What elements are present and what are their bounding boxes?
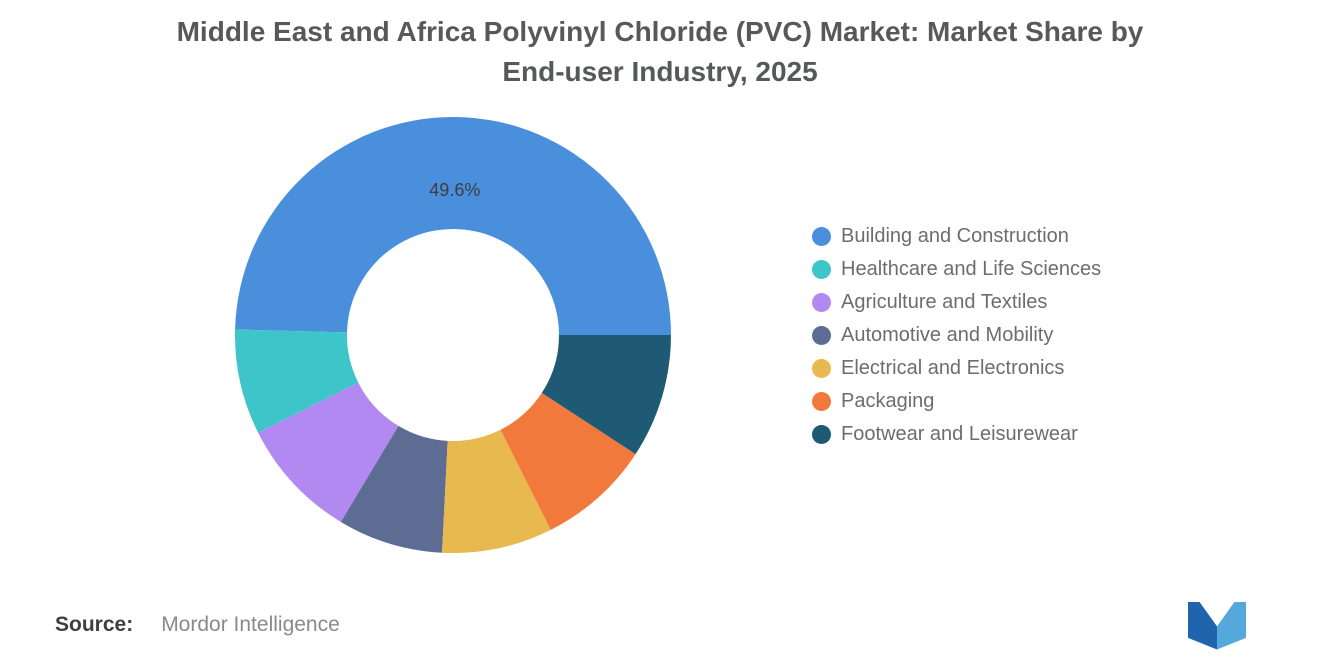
chart-title-line2: End-user Industry, 2025 <box>502 56 818 87</box>
legend-swatch-icon <box>812 392 831 411</box>
mordor-logo-left-shape <box>1188 601 1217 650</box>
source-line: Source: Mordor Intelligence <box>55 613 340 637</box>
legend-swatch-icon <box>812 227 831 246</box>
legend-item-label: Healthcare and Life Sciences <box>841 258 1102 280</box>
pie-segment-agriculture-and-textiles[interactable] <box>258 382 399 522</box>
legend-item[interactable]: Electrical and Electronics <box>812 352 1101 385</box>
legend-swatch-icon <box>812 425 831 444</box>
pie-segment-electrical-and-electronics[interactable] <box>442 429 551 553</box>
legend: Building and Construction Healthcare and … <box>812 220 1101 451</box>
legend-item-label: Automotive and Mobility <box>841 324 1054 346</box>
pie-segment-footwear-and-leisurewear[interactable] <box>541 335 671 455</box>
legend-item-label: Packaging <box>841 390 935 412</box>
chart-title-line1: Middle East and Africa Polyvinyl Chlorid… <box>176 16 1144 47</box>
legend-item[interactable]: Agriculture and Textiles <box>812 286 1101 319</box>
source-value: Mordor Intelligence <box>161 613 340 636</box>
pie-segment-building-and-construction[interactable] <box>235 117 671 335</box>
pie-segment-healthcare-and-life-sciences[interactable] <box>235 329 359 433</box>
legend-swatch-icon <box>812 293 831 312</box>
legend-item-label: Electrical and Electronics <box>841 357 1065 379</box>
mordor-intelligence-logo <box>1188 598 1246 650</box>
pie-segment-automotive-and-mobility[interactable] <box>340 425 448 553</box>
legend-item[interactable]: Healthcare and Life Sciences <box>812 253 1101 286</box>
legend-item[interactable]: Footwear and Leisurewear <box>812 418 1101 451</box>
legend-swatch-icon <box>812 326 831 345</box>
mordor-logo-right-shape <box>1217 601 1246 650</box>
legend-item[interactable]: Packaging <box>812 385 1101 418</box>
source-label: Source: <box>55 613 134 636</box>
legend-swatch-icon <box>812 359 831 378</box>
pie-segment-packaging[interactable] <box>500 392 636 530</box>
mordor-logo-icon <box>1188 601 1246 650</box>
donut-chart: 49.6% <box>233 115 673 555</box>
legend-item-label: Agriculture and Textiles <box>841 291 1048 313</box>
donut-chart-svg: 49.6% <box>235 117 671 553</box>
segment-data-label: 49.6% <box>429 180 480 200</box>
legend-item-label: Footwear and Leisurewear <box>841 423 1078 445</box>
legend-item[interactable]: Automotive and Mobility <box>812 319 1101 352</box>
legend-item[interactable]: Building and Construction <box>812 220 1101 253</box>
legend-swatch-icon <box>812 260 831 279</box>
chart-title: Middle East and Africa Polyvinyl Chlorid… <box>0 12 1320 92</box>
legend-item-label: Building and Construction <box>841 225 1069 247</box>
